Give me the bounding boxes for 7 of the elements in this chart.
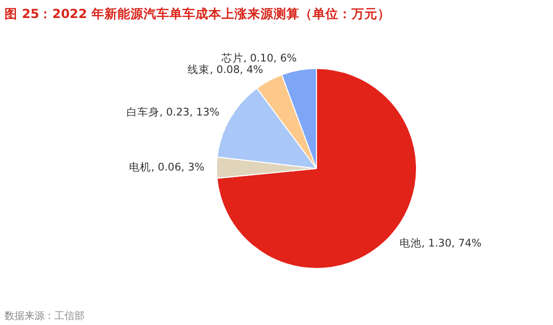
source-note: 数据来源：工信部 xyxy=(4,310,84,322)
slice-label: 芯片, 0.10, 6% xyxy=(220,51,297,64)
chart-title: 图 25：2022 年新能源汽车单车成本上涨来源测算（单位：万元） xyxy=(4,6,390,21)
slice-label: 白车身, 0.23, 13% xyxy=(126,106,220,118)
slice-label: 电池, 1.30, 74% xyxy=(399,236,482,250)
slice-label: 线束, 0.08, 4% xyxy=(188,63,264,76)
slice-label: 电机, 0.06, 3% xyxy=(129,160,205,174)
